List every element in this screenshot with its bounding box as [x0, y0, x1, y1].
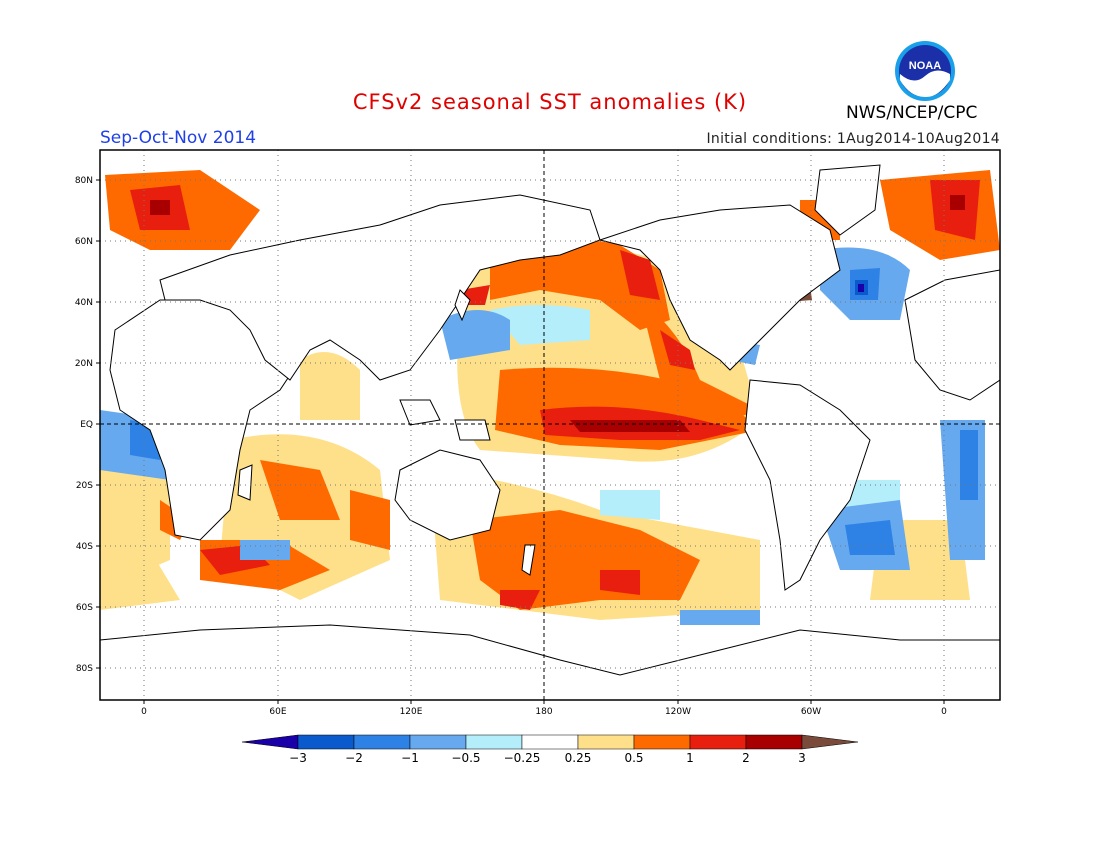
season-label: Sep-Oct-Nov 2014	[100, 128, 257, 148]
lat-label-60n: 60N	[75, 237, 93, 247]
colorbar-tick-label: 0.5	[624, 751, 643, 765]
colorbar-tick-label: −2	[345, 751, 363, 765]
map-frame	[99, 149, 1001, 701]
noaa-logo: NOAA	[895, 41, 955, 101]
lat-label-60s: 60S	[76, 603, 93, 613]
colorbar-swatch	[297, 734, 355, 750]
colorbar-swatch	[353, 734, 411, 750]
colorbar-arrow-high	[801, 734, 859, 750]
colorbar-tick-label: −0.25	[504, 751, 541, 765]
colorbar-tick-label: −1	[401, 751, 419, 765]
lon-label-180: 180	[535, 707, 552, 717]
lat-label-80n: 80N	[75, 176, 93, 186]
colorbar-tick-label: −0.5	[451, 751, 480, 765]
lat-label-eq: EQ	[80, 420, 93, 430]
colorbar-swatch	[521, 734, 579, 750]
colorbar-swatch	[633, 734, 691, 750]
lat-label-40s: 40S	[76, 542, 93, 552]
initial-conditions-label: Initial conditions: 1Aug2014-10Aug2014	[706, 131, 1000, 147]
colorbar-swatch	[689, 734, 747, 750]
colorbar-tick-label: −3	[289, 751, 307, 765]
lon-label-0: 0	[141, 707, 147, 717]
lon-label-60e: 60E	[269, 707, 286, 717]
colorbar-swatch	[465, 734, 523, 750]
lon-label-120w: 120W	[665, 707, 691, 717]
coastlines	[100, 164, 1000, 700]
colorbar-tick-label: 1	[686, 751, 694, 765]
colorbar-tick-label: 3	[798, 751, 806, 765]
colorbar-swatch	[409, 734, 467, 750]
map-title: CFSv2 seasonal SST anomalies (K)	[352, 90, 748, 114]
lat-label-80s: 80S	[76, 664, 93, 674]
lat-label-40n: 40N	[75, 298, 93, 308]
lon-label-0-east: 0	[941, 707, 947, 717]
lat-label-20n: 20N	[75, 359, 93, 369]
logo-text: NOAA	[909, 60, 941, 72]
colorbar-arrow-low	[241, 734, 299, 750]
graticule	[100, 150, 1000, 700]
colorbar-swatch	[577, 734, 635, 750]
colorbar-swatch	[745, 734, 803, 750]
colorbar: −3 −2 −1 −0.5 −0.25 0.25 0.5 1 2 3	[241, 734, 859, 765]
agency-label: NWS/NCEP/CPC	[846, 103, 978, 123]
lon-label-60w: 60W	[801, 707, 821, 717]
colorbar-tick-label: 0.25	[565, 751, 592, 765]
lon-label-120e: 120E	[400, 707, 423, 717]
colorbar-tick-label: 2	[742, 751, 750, 765]
lat-label-20s: 20S	[76, 481, 93, 491]
